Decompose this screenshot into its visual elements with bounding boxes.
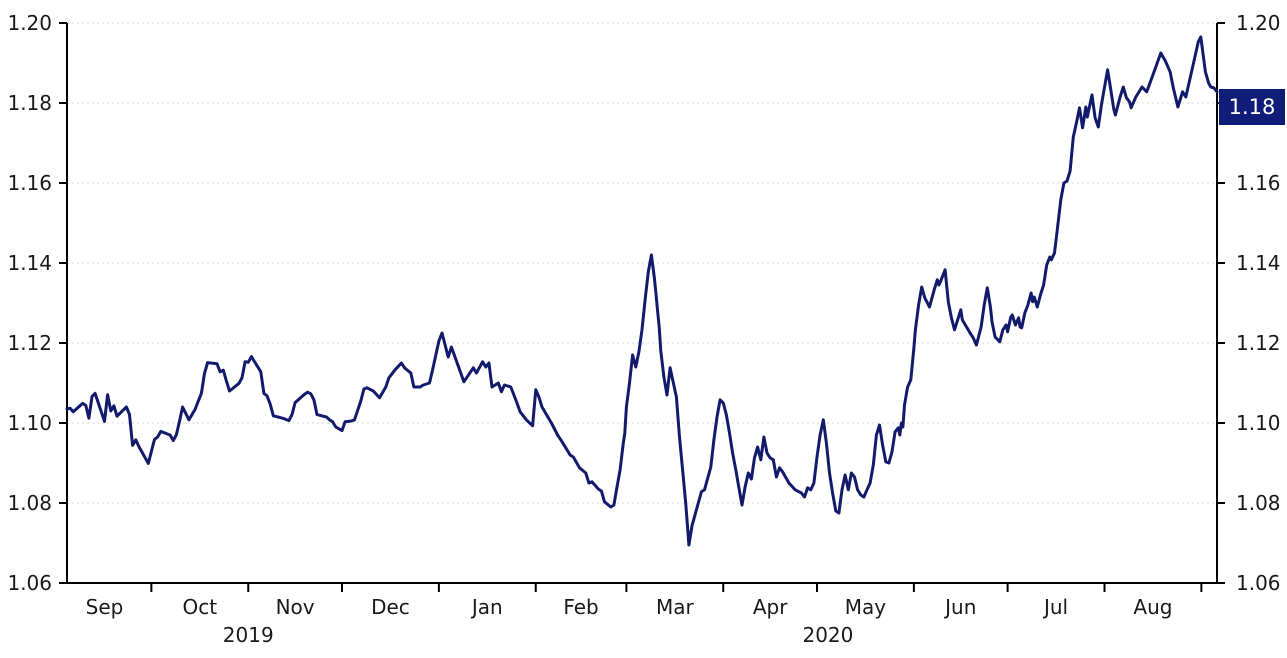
gridlines-group — [67, 22, 1217, 504]
y-axis-label-right: 1.16 — [1236, 171, 1281, 195]
y-axis-label-right: 1.10 — [1236, 411, 1281, 435]
x-month-label: Nov — [276, 595, 315, 619]
last-price-badge-label: 1.18 — [1229, 95, 1276, 119]
y-axis-label-left: 1.18 — [7, 91, 52, 115]
x-month-label: Dec — [371, 595, 410, 619]
x-month-label: Jun — [943, 595, 976, 619]
y-axis-label-right: 1.12 — [1236, 331, 1281, 355]
y-axis-label-right: 1.14 — [1236, 251, 1281, 275]
y-axis-label-right: 1.20 — [1236, 11, 1281, 35]
y-axis-label-right: 1.08 — [1236, 491, 1281, 515]
y-axis-label-left: 1.08 — [7, 491, 52, 515]
price-line — [65, 35, 1219, 547]
x-month-label: Jul — [1042, 595, 1068, 619]
axes-group — [59, 22, 1225, 592]
y-axis-label-left: 1.20 — [7, 11, 52, 35]
x-year-label: 2020 — [802, 623, 853, 647]
y-axis-label-right: 1.06 — [1236, 571, 1281, 595]
last-price-badge-rect — [1219, 89, 1285, 125]
last-price-badge: 1.18 — [1219, 89, 1285, 125]
x-month-label: Oct — [183, 595, 218, 619]
x-month-label: Feb — [563, 595, 598, 619]
y-axis-label-left: 1.10 — [7, 411, 52, 435]
x-month-label: Mar — [656, 595, 695, 619]
y-axis-label-left: 1.06 — [7, 571, 52, 595]
x-month-label: Apr — [753, 595, 788, 619]
x-month-label: Jan — [470, 595, 503, 619]
y-axis-label-left: 1.16 — [7, 171, 52, 195]
y-axis-label-left: 1.14 — [7, 251, 52, 275]
y-axis-label-left: 1.12 — [7, 331, 52, 355]
x-month-label: Aug — [1133, 595, 1172, 619]
x-month-label: May — [845, 595, 887, 619]
x-month-label: Sep — [86, 595, 124, 619]
axis-labels-group: 1.20 1.20 1.18 1.16 1.16 1.14 1.14 1.12 1.12 1.10… — [7, 11, 1280, 647]
x-year-label: 2019 — [223, 623, 274, 647]
